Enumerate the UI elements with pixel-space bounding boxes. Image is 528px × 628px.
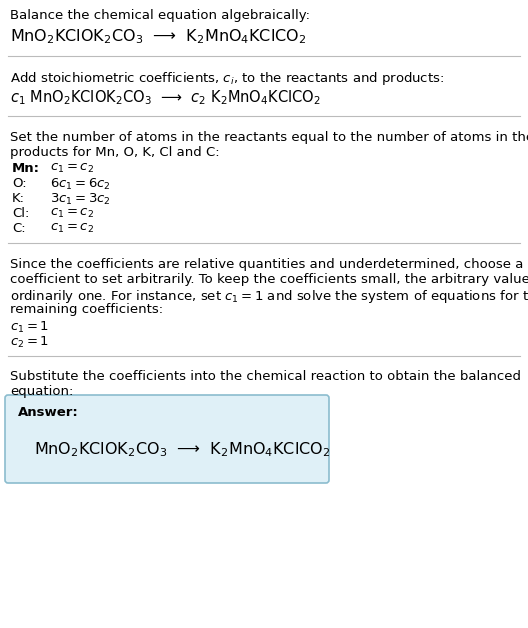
Text: $c_1$ MnO$_2$KClOK$_2$CO$_3$  ⟶  $c_2$ K$_2$MnO$_4$KClCO$_2$: $c_1$ MnO$_2$KClOK$_2$CO$_3$ ⟶ $c_2$ K$_… — [10, 88, 320, 107]
Text: Mn:: Mn: — [12, 162, 40, 175]
Text: Set the number of atoms in the reactants equal to the number of atoms in the: Set the number of atoms in the reactants… — [10, 131, 528, 144]
Text: Add stoichiometric coefficients, $c_i$, to the reactants and products:: Add stoichiometric coefficients, $c_i$, … — [10, 70, 444, 87]
Text: $c_1 = c_2$: $c_1 = c_2$ — [50, 207, 94, 220]
Text: $c_1 = c_2$: $c_1 = c_2$ — [50, 162, 94, 175]
FancyBboxPatch shape — [5, 395, 329, 483]
Text: $c_2 = 1$: $c_2 = 1$ — [10, 335, 49, 350]
Text: Since the coefficients are relative quantities and underdetermined, choose a: Since the coefficients are relative quan… — [10, 258, 523, 271]
Text: Cl:: Cl: — [12, 207, 30, 220]
Text: K:: K: — [12, 192, 25, 205]
Text: $c_1 = 1$: $c_1 = 1$ — [10, 320, 49, 335]
Text: MnO$_2$KClOK$_2$CO$_3$  ⟶  K$_2$MnO$_4$KClCO$_2$: MnO$_2$KClOK$_2$CO$_3$ ⟶ K$_2$MnO$_4$KCl… — [34, 440, 331, 458]
Text: equation:: equation: — [10, 385, 73, 398]
Text: C:: C: — [12, 222, 26, 235]
Text: MnO$_2$KClOK$_2$CO$_3$  ⟶  K$_2$MnO$_4$KClCO$_2$: MnO$_2$KClOK$_2$CO$_3$ ⟶ K$_2$MnO$_4$KCl… — [10, 27, 306, 46]
Text: ordinarily one. For instance, set $c_1 = 1$ and solve the system of equations fo: ordinarily one. For instance, set $c_1 =… — [10, 288, 528, 305]
Text: Balance the chemical equation algebraically:: Balance the chemical equation algebraica… — [10, 9, 310, 22]
Text: coefficient to set arbitrarily. To keep the coefficients small, the arbitrary va: coefficient to set arbitrarily. To keep … — [10, 273, 528, 286]
Text: products for Mn, O, K, Cl and C:: products for Mn, O, K, Cl and C: — [10, 146, 220, 159]
Text: $6 c_1 = 6 c_2$: $6 c_1 = 6 c_2$ — [50, 177, 111, 192]
Text: Substitute the coefficients into the chemical reaction to obtain the balanced: Substitute the coefficients into the che… — [10, 370, 521, 383]
Text: $3 c_1 = 3 c_2$: $3 c_1 = 3 c_2$ — [50, 192, 111, 207]
Text: remaining coefficients:: remaining coefficients: — [10, 303, 163, 316]
Text: $c_1 = c_2$: $c_1 = c_2$ — [50, 222, 94, 235]
Text: Answer:: Answer: — [18, 406, 79, 419]
Text: O:: O: — [12, 177, 26, 190]
